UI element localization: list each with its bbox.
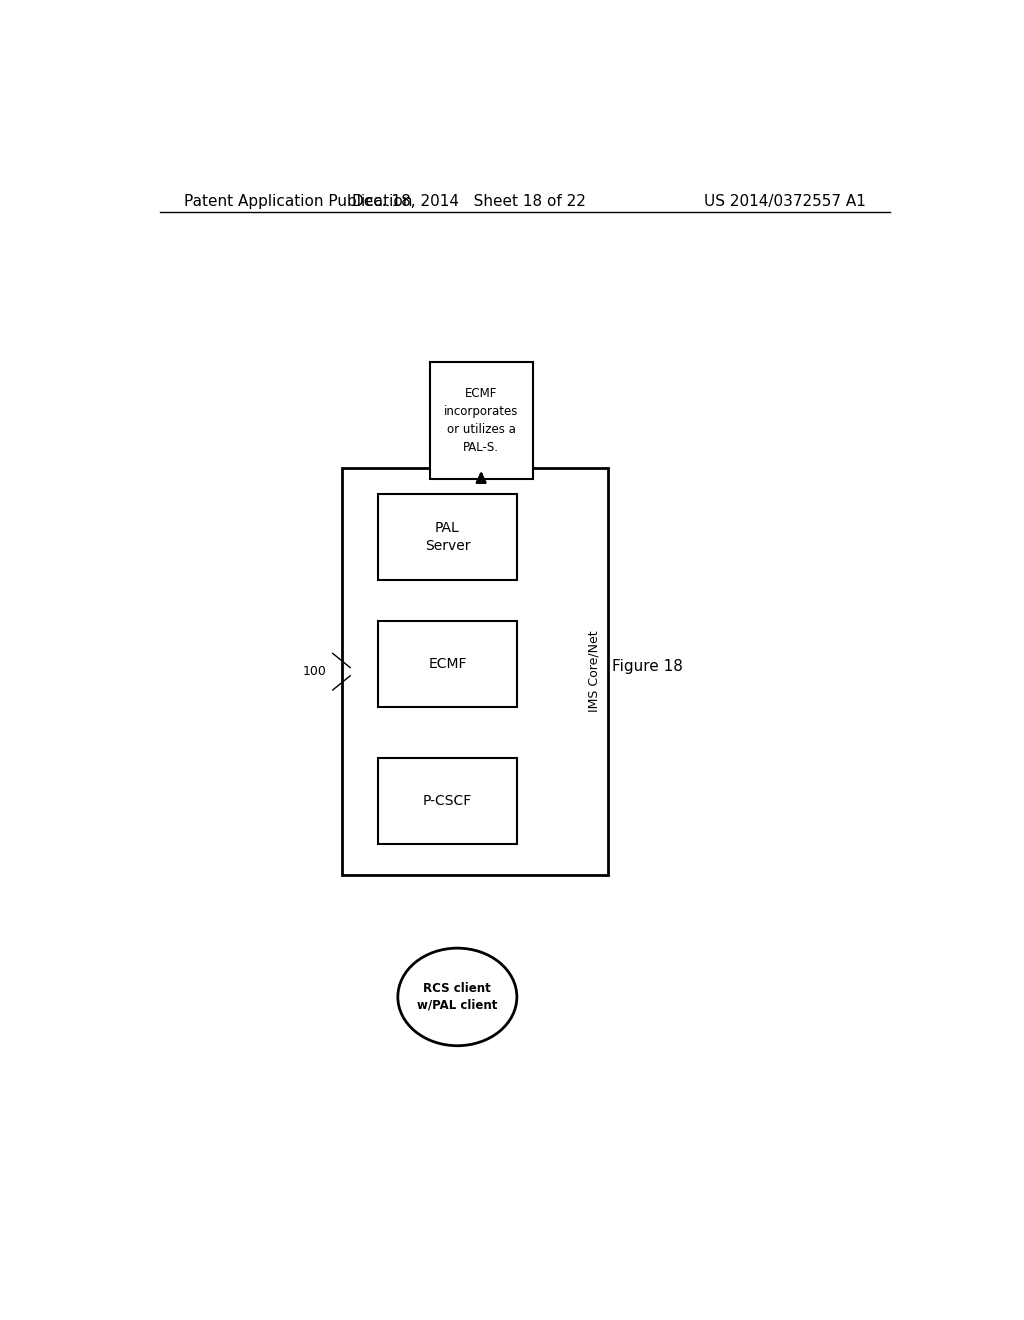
Text: Figure 18: Figure 18	[612, 659, 683, 675]
Text: IMS Core/Net: IMS Core/Net	[588, 631, 600, 713]
Text: Patent Application Publication: Patent Application Publication	[183, 194, 412, 209]
Bar	[378, 620, 517, 708]
Bar	[342, 469, 608, 875]
Text: Dec. 18, 2014   Sheet 18 of 22: Dec. 18, 2014 Sheet 18 of 22	[352, 194, 586, 209]
Text: 100: 100	[302, 665, 327, 678]
Text: PAL
Server: PAL Server	[425, 521, 470, 553]
Text: ECMF: ECMF	[428, 657, 467, 671]
Text: US 2014/0372557 A1: US 2014/0372557 A1	[705, 194, 866, 209]
Bar	[378, 758, 517, 845]
Text: ECMF
incorporates
or utilizes a
PAL-S.: ECMF incorporates or utilizes a PAL-S.	[444, 387, 518, 454]
Text: RCS client
w/PAL client: RCS client w/PAL client	[417, 982, 498, 1012]
Bar	[430, 362, 532, 479]
Text: P-CSCF: P-CSCF	[423, 795, 472, 808]
Ellipse shape	[397, 948, 517, 1045]
Bar	[378, 494, 517, 581]
